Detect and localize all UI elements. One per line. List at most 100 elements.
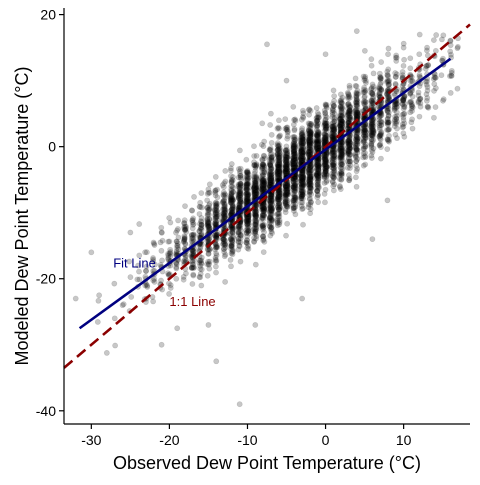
- data-point: [237, 189, 244, 196]
- data-point: [292, 211, 299, 218]
- data-point: [299, 295, 306, 302]
- data-point: [353, 146, 360, 152]
- points-layer: [72, 28, 461, 408]
- data-point: [307, 174, 314, 181]
- data-point: [416, 73, 423, 80]
- data-point: [360, 150, 367, 157]
- data-point: [314, 114, 321, 121]
- data-point: [260, 249, 267, 255]
- data-point: [352, 150, 359, 157]
- data-point: [392, 70, 399, 76]
- data-point: [144, 283, 151, 290]
- data-point: [198, 254, 205, 261]
- data-point: [344, 101, 351, 108]
- data-point: [268, 139, 275, 146]
- data-point: [306, 195, 313, 202]
- data-point: [245, 245, 252, 252]
- data-point: [378, 59, 385, 65]
- data-point: [297, 155, 304, 162]
- data-point: [291, 193, 297, 200]
- data-point: [370, 128, 377, 135]
- data-point: [307, 128, 314, 134]
- data-point: [314, 144, 321, 150]
- data-point: [306, 122, 313, 129]
- data-point: [368, 147, 375, 154]
- data-point: [229, 210, 235, 216]
- data-point: [298, 146, 305, 153]
- data-point: [213, 204, 219, 210]
- data-point: [346, 158, 353, 165]
- data-point: [252, 217, 259, 224]
- data-point: [337, 126, 344, 133]
- data-point: [362, 105, 369, 112]
- data-point: [292, 196, 299, 203]
- data-point: [361, 143, 367, 150]
- data-point: [290, 197, 297, 203]
- data-point: [307, 175, 314, 181]
- data-point: [206, 206, 213, 213]
- data-point: [275, 166, 282, 173]
- data-point: [220, 197, 227, 204]
- data-point: [399, 72, 406, 79]
- data-point: [407, 65, 414, 72]
- data-point: [191, 232, 197, 239]
- data-point: [306, 141, 313, 148]
- data-point: [345, 150, 352, 157]
- data-point: [336, 146, 343, 152]
- data-point: [353, 96, 360, 103]
- data-point: [299, 168, 306, 175]
- data-point: [206, 220, 212, 227]
- data-point: [330, 135, 337, 142]
- data-point: [385, 127, 392, 133]
- data-point: [393, 118, 400, 125]
- data-point: [338, 125, 345, 132]
- data-point: [290, 134, 296, 140]
- data-point: [300, 221, 306, 228]
- data-point: [339, 124, 346, 131]
- data-point: [368, 122, 375, 129]
- data-point: [94, 319, 101, 325]
- data-point: [197, 274, 204, 281]
- data-point: [330, 187, 337, 194]
- data-point: [314, 134, 321, 140]
- data-point: [417, 95, 424, 102]
- data-point: [315, 140, 321, 147]
- data-point: [159, 286, 166, 293]
- data-point: [315, 131, 321, 138]
- data-point: [220, 184, 227, 191]
- data-point: [127, 274, 134, 281]
- data-point: [330, 165, 337, 172]
- data-point: [321, 155, 328, 162]
- data-point: [283, 196, 290, 203]
- data-point: [331, 102, 338, 109]
- data-point: [346, 107, 353, 113]
- data-point: [329, 164, 336, 171]
- data-point: [315, 128, 321, 135]
- data-point: [259, 156, 266, 163]
- data-point: [128, 294, 135, 300]
- data-point: [236, 195, 242, 202]
- data-point: [205, 322, 212, 328]
- data-point: [261, 179, 268, 186]
- data-point: [454, 43, 461, 50]
- data-point: [174, 242, 180, 249]
- data-point: [228, 194, 235, 201]
- data-point: [243, 217, 250, 224]
- data-point: [274, 195, 281, 202]
- data-point: [322, 138, 329, 145]
- data-point: [198, 231, 205, 238]
- data-point: [267, 175, 274, 182]
- data-point: [260, 143, 267, 150]
- data-point: [368, 120, 375, 127]
- data-point: [206, 200, 213, 207]
- data-point: [337, 170, 343, 177]
- data-point: [276, 196, 282, 203]
- data-point: [338, 171, 345, 177]
- data-point: [338, 117, 345, 124]
- data-point: [237, 239, 244, 246]
- data-point: [259, 177, 266, 184]
- data-point: [276, 213, 283, 220]
- data-point: [352, 75, 359, 82]
- data-point: [292, 159, 299, 166]
- data-point: [165, 250, 172, 257]
